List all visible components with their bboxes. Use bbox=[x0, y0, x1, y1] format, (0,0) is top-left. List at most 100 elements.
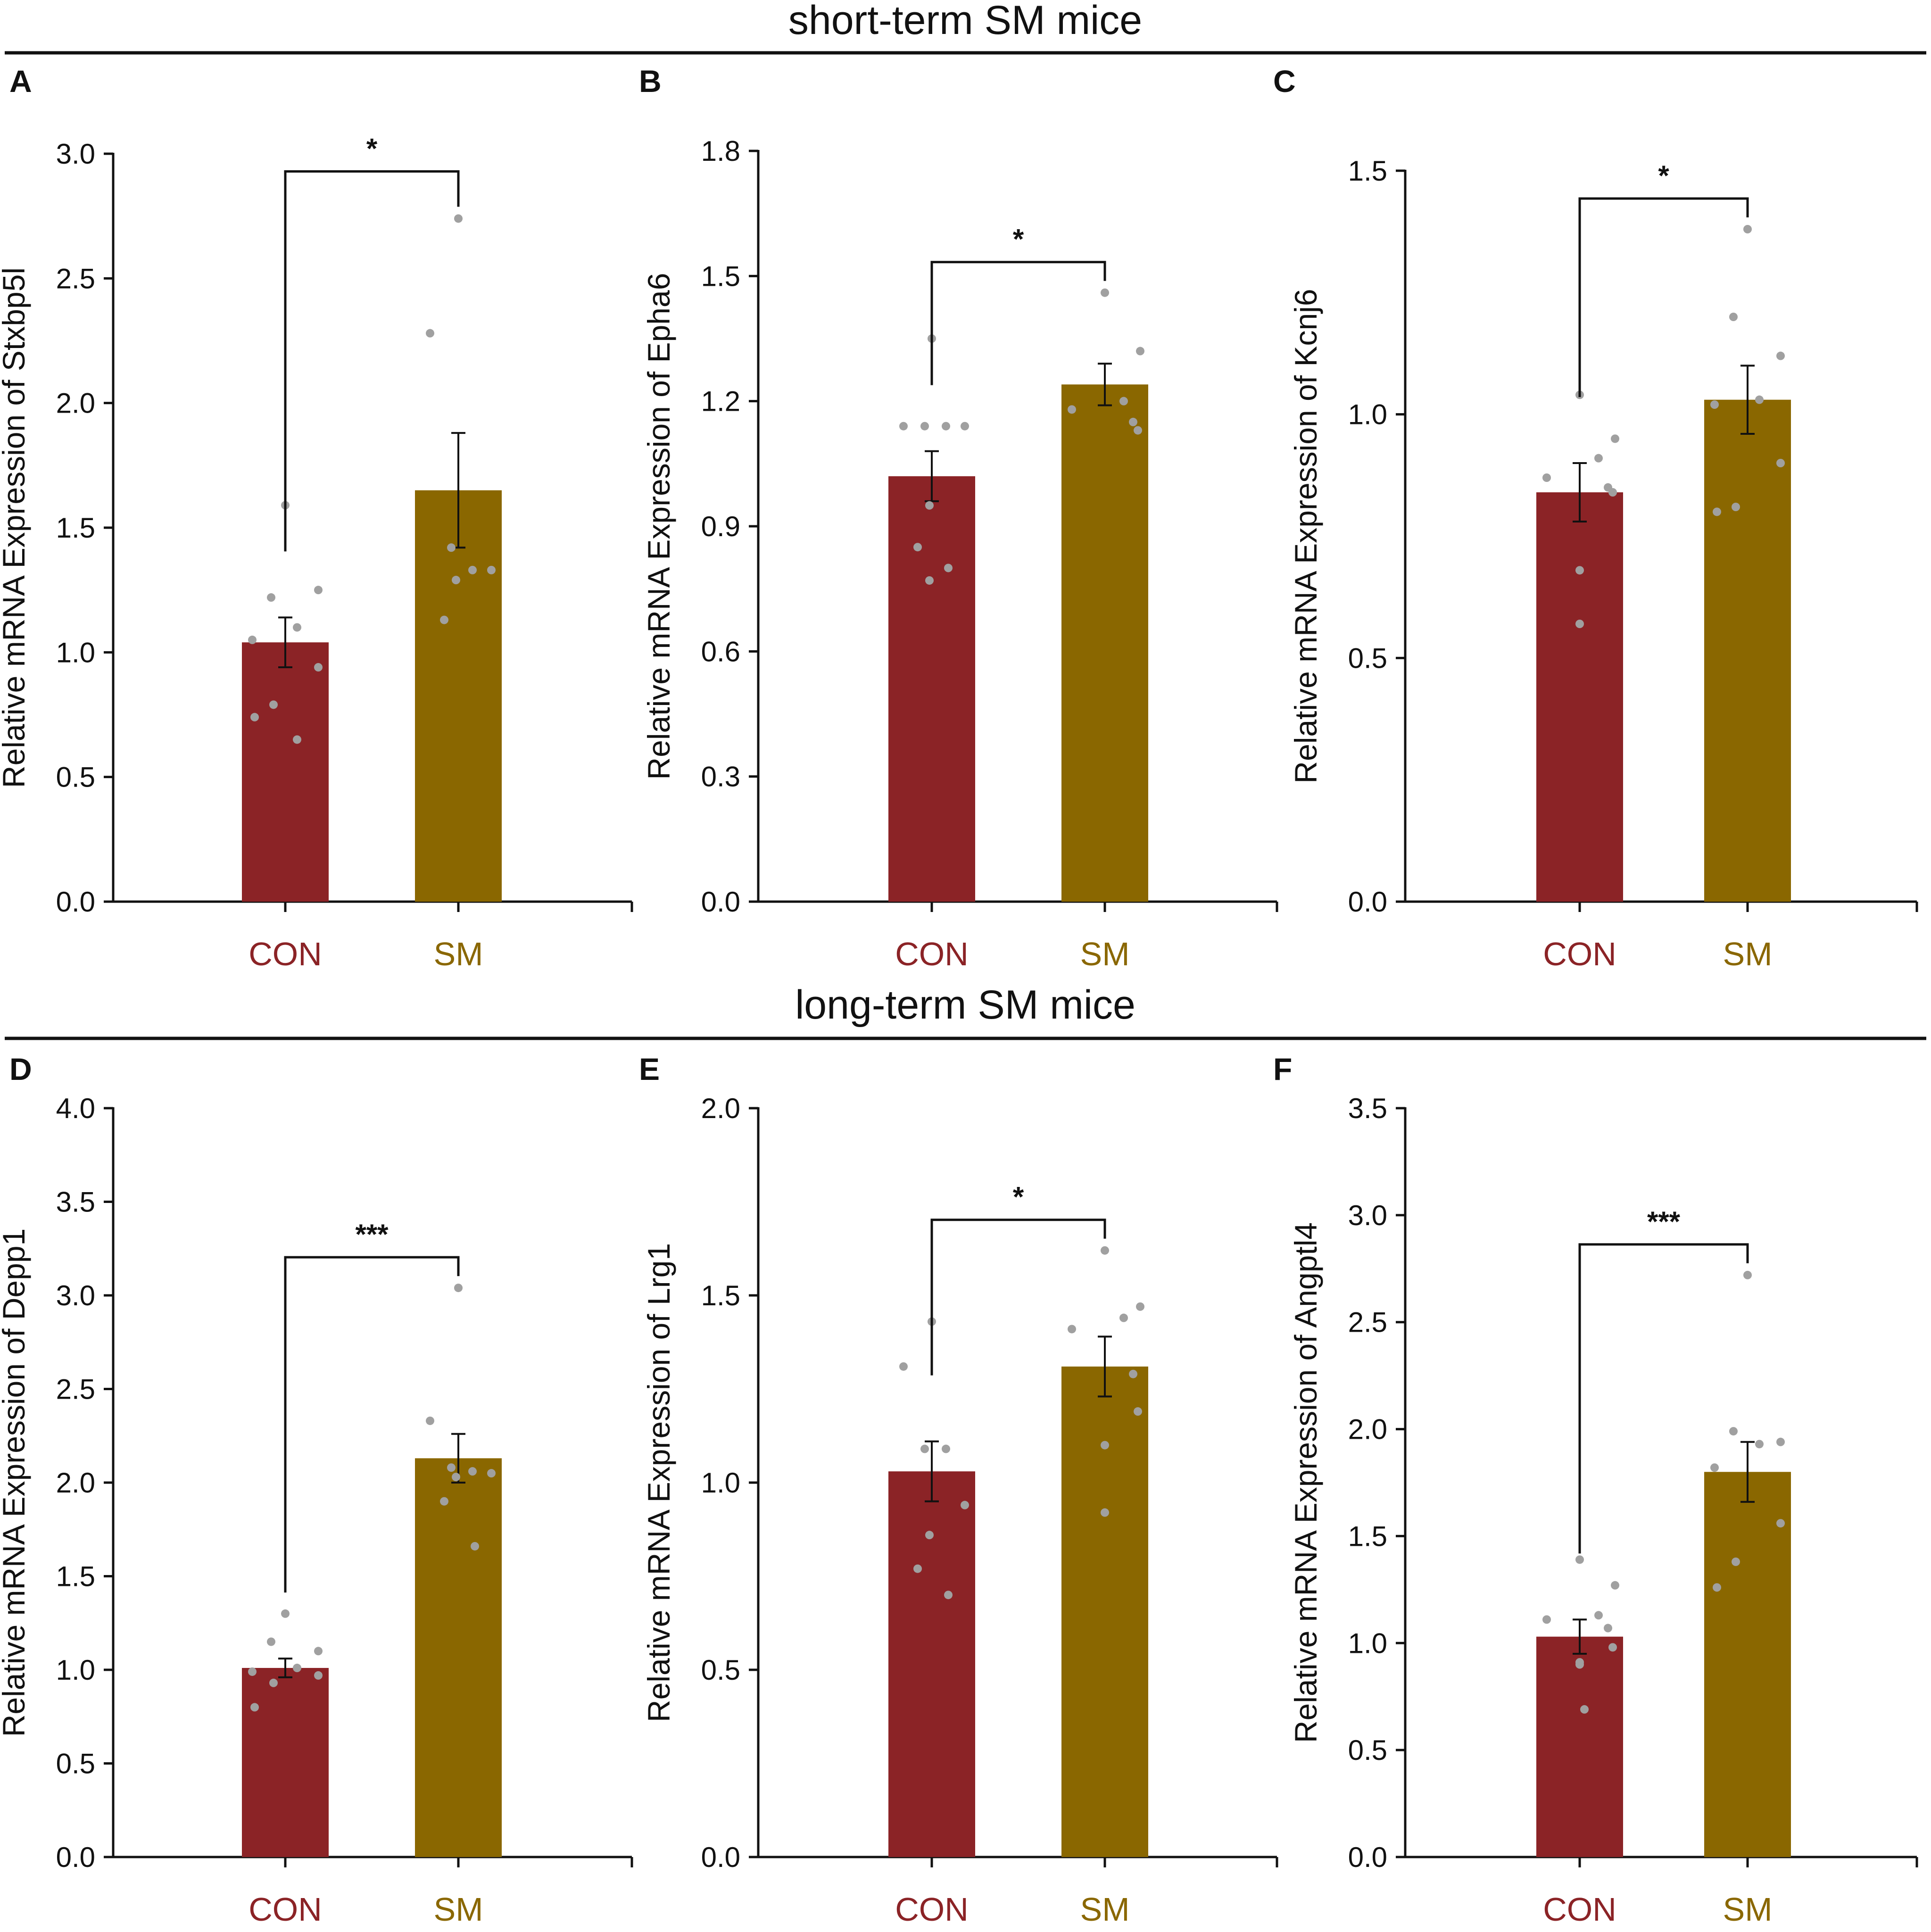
significance-bracket bbox=[284, 170, 460, 552]
data-point bbox=[440, 1497, 448, 1506]
y-tick-label: 0.0 bbox=[56, 1841, 95, 1873]
category-label-con: CON bbox=[1543, 1891, 1616, 1928]
data-point bbox=[248, 635, 257, 644]
data-point bbox=[925, 501, 934, 510]
data-point bbox=[1755, 395, 1764, 404]
data-point bbox=[1068, 1325, 1076, 1334]
y-tick-label: 0.0 bbox=[701, 886, 740, 918]
category-label-sm: SM bbox=[1723, 1891, 1773, 1928]
bar-sm bbox=[1704, 1472, 1791, 1857]
y-tick-label: 0.0 bbox=[1348, 1841, 1387, 1873]
y-tick-label: 2.0 bbox=[701, 1093, 740, 1124]
data-point bbox=[487, 1469, 496, 1478]
data-point bbox=[1575, 566, 1584, 575]
bar-con bbox=[1536, 1636, 1623, 1857]
y-tick-label: 4.0 bbox=[56, 1093, 95, 1124]
y-tick-label: 1.5 bbox=[701, 260, 740, 292]
data-point bbox=[1743, 1270, 1752, 1279]
panel-letter: C bbox=[1273, 64, 1296, 99]
y-tick-label: 1.0 bbox=[701, 1467, 740, 1499]
section-title-short: short-term SM mice bbox=[788, 0, 1142, 43]
panel-a: A 0.0 0.5 1.0 1.5 2.0 2.5 3.0 Relative mRNA Expr… bbox=[0, 64, 633, 972]
data-point bbox=[1119, 397, 1128, 406]
category-label-con: CON bbox=[249, 1891, 322, 1928]
data-point bbox=[1776, 459, 1785, 467]
data-point bbox=[1136, 1302, 1144, 1311]
data-point bbox=[1101, 1246, 1109, 1255]
data-point bbox=[471, 1542, 479, 1551]
y-tick-label: 3.5 bbox=[56, 1186, 95, 1218]
y-tick-label: 0.5 bbox=[56, 1748, 95, 1780]
data-point bbox=[1134, 1407, 1142, 1416]
data-point bbox=[1129, 417, 1137, 426]
y-tick-label: 2.5 bbox=[56, 263, 95, 294]
y-tick-label: 1.0 bbox=[1348, 399, 1387, 431]
data-point bbox=[913, 1564, 922, 1573]
data-point bbox=[1134, 426, 1142, 435]
bar-con bbox=[242, 1668, 329, 1857]
bar-sm bbox=[415, 1458, 502, 1857]
data-point bbox=[267, 593, 275, 602]
data-point bbox=[1575, 620, 1584, 628]
data-point bbox=[1136, 347, 1144, 356]
significance-bracket bbox=[930, 261, 1106, 385]
y-tick-label: 0.0 bbox=[701, 1841, 740, 1873]
data-point bbox=[1776, 1437, 1785, 1446]
data-point bbox=[267, 1637, 275, 1646]
data-point bbox=[925, 576, 934, 585]
y-tick-label: 0.5 bbox=[701, 1654, 740, 1686]
data-point bbox=[1542, 1615, 1551, 1624]
y-tick-label: 1.0 bbox=[56, 637, 95, 668]
data-point bbox=[1710, 1463, 1719, 1472]
y-tick-label: 1.0 bbox=[1348, 1627, 1387, 1659]
bar-sm bbox=[1061, 1366, 1148, 1857]
panel-letter: A bbox=[9, 64, 32, 99]
data-point bbox=[1575, 1660, 1584, 1669]
y-tick-label: 1.5 bbox=[56, 1561, 95, 1592]
data-point bbox=[314, 663, 323, 672]
y-tick-label: 2.5 bbox=[56, 1374, 95, 1405]
data-point bbox=[468, 565, 477, 574]
data-point bbox=[1755, 1440, 1764, 1449]
category-label-sm: SM bbox=[434, 1891, 483, 1928]
category-label-con: CON bbox=[895, 1891, 969, 1928]
y-tick-label: 0.9 bbox=[701, 511, 740, 542]
significance-bracket bbox=[1578, 1243, 1749, 1554]
y-tick-label: 1.5 bbox=[1348, 155, 1387, 187]
data-point bbox=[468, 1467, 477, 1476]
y-axis-title: Relative mRNA Expression of Kcnj6 bbox=[1288, 289, 1323, 783]
y-tick-label: 1.5 bbox=[701, 1280, 740, 1311]
data-point bbox=[1604, 1624, 1612, 1633]
y-tick-label: 2.0 bbox=[56, 1467, 95, 1499]
significance-marker: * bbox=[1658, 160, 1669, 191]
panel-e: E 0.0 0.5 1.0 1.5 2.0 Relative mRNA Expression… bbox=[639, 1052, 1278, 1928]
y-tick-label: 0.5 bbox=[1348, 642, 1387, 674]
bar-con bbox=[888, 476, 975, 902]
y-tick-label: 3.0 bbox=[56, 138, 95, 170]
data-point bbox=[899, 1362, 908, 1371]
y-tick-label: 0.3 bbox=[701, 761, 740, 793]
y-axis-title: Relative mRNA Expression of Lrg1 bbox=[641, 1243, 676, 1722]
data-point bbox=[447, 1463, 456, 1472]
data-point bbox=[1732, 503, 1740, 511]
y-axis-title: Relative mRNA Expression of Stxbp5l bbox=[0, 267, 31, 788]
data-point bbox=[925, 1531, 934, 1540]
data-point bbox=[487, 565, 496, 574]
data-point bbox=[1611, 1581, 1619, 1590]
data-point bbox=[452, 1473, 460, 1482]
y-tick-label: 1.5 bbox=[56, 512, 95, 544]
data-point bbox=[942, 422, 950, 431]
data-point bbox=[293, 1664, 301, 1673]
y-tick-label: 2.5 bbox=[1348, 1307, 1387, 1338]
category-label-con: CON bbox=[895, 936, 969, 972]
data-point bbox=[899, 422, 908, 431]
y-tick-label: 3.0 bbox=[56, 1280, 95, 1311]
y-tick-label: 0.0 bbox=[1348, 886, 1387, 918]
data-point bbox=[920, 422, 929, 431]
data-point bbox=[250, 1703, 259, 1712]
panel-letter: D bbox=[9, 1052, 32, 1086]
data-point bbox=[942, 1444, 950, 1453]
y-tick-label: 2.0 bbox=[1348, 1414, 1387, 1445]
data-point bbox=[426, 329, 434, 338]
data-point bbox=[961, 1501, 969, 1509]
